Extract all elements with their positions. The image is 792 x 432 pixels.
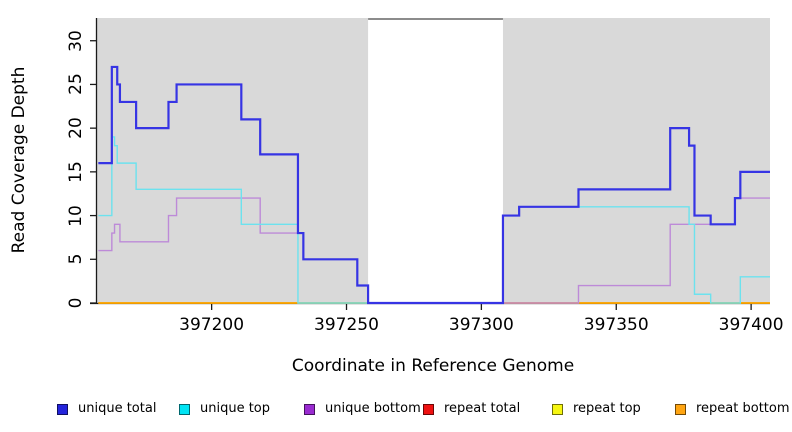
x-tick-label: 397350 [583, 315, 649, 335]
y-tick-label: 15 [66, 161, 86, 183]
x-tick-label: 397200 [179, 315, 245, 335]
y-tick-label: 0 [66, 297, 86, 309]
x-tick-label: 397250 [314, 315, 379, 335]
x-tick-label: 397300 [448, 315, 514, 335]
y-axis-title: Read Coverage Depth [9, 66, 29, 254]
y-tick-label: 25 [66, 73, 86, 96]
gap-region [368, 18, 503, 303]
y-tick-label: 10 [66, 204, 86, 227]
x-axis-title: Coordinate in Reference Genome [291, 356, 575, 376]
y-tick-label: 5 [66, 253, 86, 265]
y-tick-label: 20 [66, 117, 86, 139]
series-unique-bottom [98, 197, 770, 304]
y-tick-label: 30 [66, 29, 86, 52]
x-tick-label: 397400 [718, 315, 784, 335]
series-unique-total [98, 65, 770, 305]
